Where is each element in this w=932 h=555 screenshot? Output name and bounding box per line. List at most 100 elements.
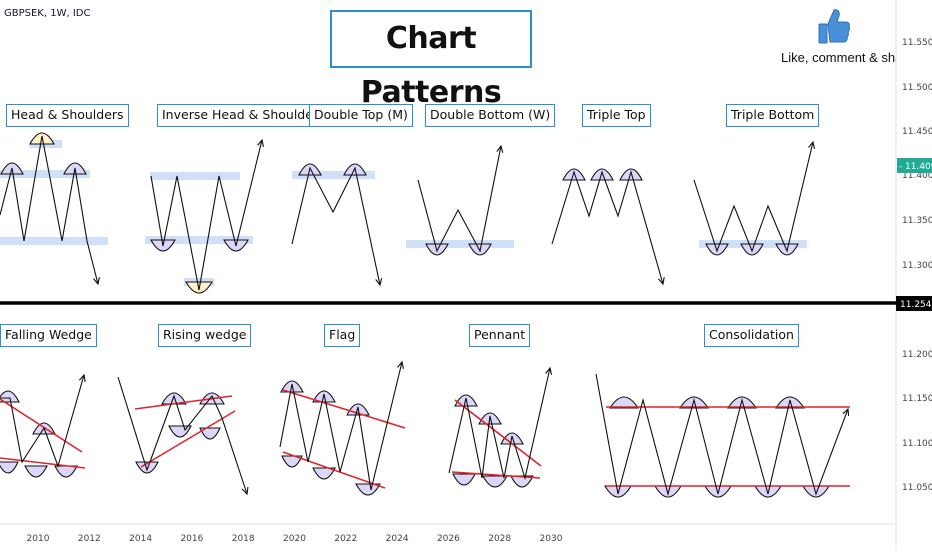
price-path [117,376,248,495]
price-arrow [241,486,249,496]
trough-marker [199,427,221,440]
trough-marker [0,461,19,474]
label-flag: Flag [324,324,361,347]
label-inverse-head-shoulders: Inverse Head & Shoulders [157,104,330,127]
time-tick-label: 2016 [180,534,203,544]
trough-marker [754,485,782,498]
current-price-marker: - [899,162,902,172]
label-head-shoulders: Head & Shoulders [6,104,129,127]
support-resistance-zone [0,237,108,245]
price-arrow [657,277,665,286]
time-tick-label: 2024 [386,534,409,544]
time-tick-label: 2022 [334,534,357,544]
price-tick-label: 11.1000 [902,439,932,449]
trough-marker [135,461,159,474]
price-path [0,374,85,468]
price-path [693,141,814,253]
peak-marker [774,396,806,409]
time-tick-label: 2020 [283,534,306,544]
label-rising-wedge: Rising wedge [158,324,252,347]
price-tick-label: 11.4500 [902,127,932,137]
time-tick-label: 2028 [488,534,511,544]
price-arrow [842,407,850,417]
support-resistance-zone [406,240,514,248]
price-arrow [397,360,405,369]
price-arrow [93,277,100,286]
time-tick-label: 2014 [129,534,152,544]
price-arrow [257,138,264,147]
support-resistance-zone [145,236,253,244]
trend-line [140,410,236,468]
trend-line [0,457,86,469]
trend-line [282,389,406,429]
peak-marker [161,392,187,405]
price-path [595,373,849,497]
price-path [0,135,99,285]
price-path [291,166,381,286]
support-resistance-zone [150,172,240,180]
label-triple-top: Triple Top [582,104,651,127]
price-arrow [375,278,383,287]
time-tick-label: 2012 [78,534,101,544]
support-resistance-zone [0,170,90,178]
label-falling-wedge: Falling Wedge [0,324,97,347]
thumbs-up-icon[interactable] [816,6,850,50]
price-path [417,145,502,253]
price-arrow [496,144,504,153]
peak-marker [562,168,586,181]
cta-text: Like, comment & share [781,50,896,65]
line-price-tag [896,296,932,311]
trough-marker [168,425,192,438]
current-price-label: 11.4096 [905,162,932,172]
time-tick-label: 2010 [27,534,50,544]
time-tick-label: 2026 [437,534,460,544]
price-tick-label: 11.5500 [902,38,932,48]
line-price-label: 11.2545 [900,300,932,310]
time-tick-label: 2018 [232,534,255,544]
price-path [279,361,403,491]
trend-line [282,451,386,489]
trend-line [0,398,83,453]
price-arrow [808,140,816,149]
peak-marker [0,390,20,403]
trend-line [454,399,542,467]
price-tick-label: 11.2000 [902,350,932,360]
price-tick-label: 11.3500 [902,216,932,226]
peak-marker [726,396,758,409]
price-tick-label: 11.0500 [902,483,932,493]
time-tick-label: 2030 [540,534,563,544]
trough-marker [510,475,534,488]
peak-marker [619,168,643,181]
price-path [448,367,551,481]
chart-title: Chart Patterns [330,10,532,110]
price-tick-label: 11.5000 [902,83,932,93]
trough-marker [281,455,303,468]
price-arrow [545,366,553,375]
label-consolidation: Consolidation [704,324,799,347]
current-price-tag [897,158,932,173]
price-path [551,170,664,285]
trough-marker [54,465,78,478]
trough-marker [704,485,732,498]
peak-marker [590,168,614,181]
price-arrow [78,373,86,382]
support-resistance-zone [292,171,375,179]
trough-marker [355,483,381,496]
label-double-bottom: Double Bottom (W) [425,104,556,127]
label-double-top: Double Top (M) [309,104,413,127]
price-tick-label: 11.3000 [902,261,932,271]
label-pennant: Pennant [469,324,531,347]
symbol-label: GBPSEK, 1W, IDC [4,8,91,19]
price-path [150,139,263,291]
trend-line [134,395,233,410]
label-triple-bottom: Triple Bottom [726,104,820,127]
trough-marker [312,467,336,480]
price-tick-label: 11.1500 [902,394,932,404]
peak-marker [678,396,710,409]
peak-marker [608,396,640,409]
price-tick-label: 11.4000 [902,171,932,181]
trough-marker [452,473,476,486]
trough-marker [24,465,48,478]
